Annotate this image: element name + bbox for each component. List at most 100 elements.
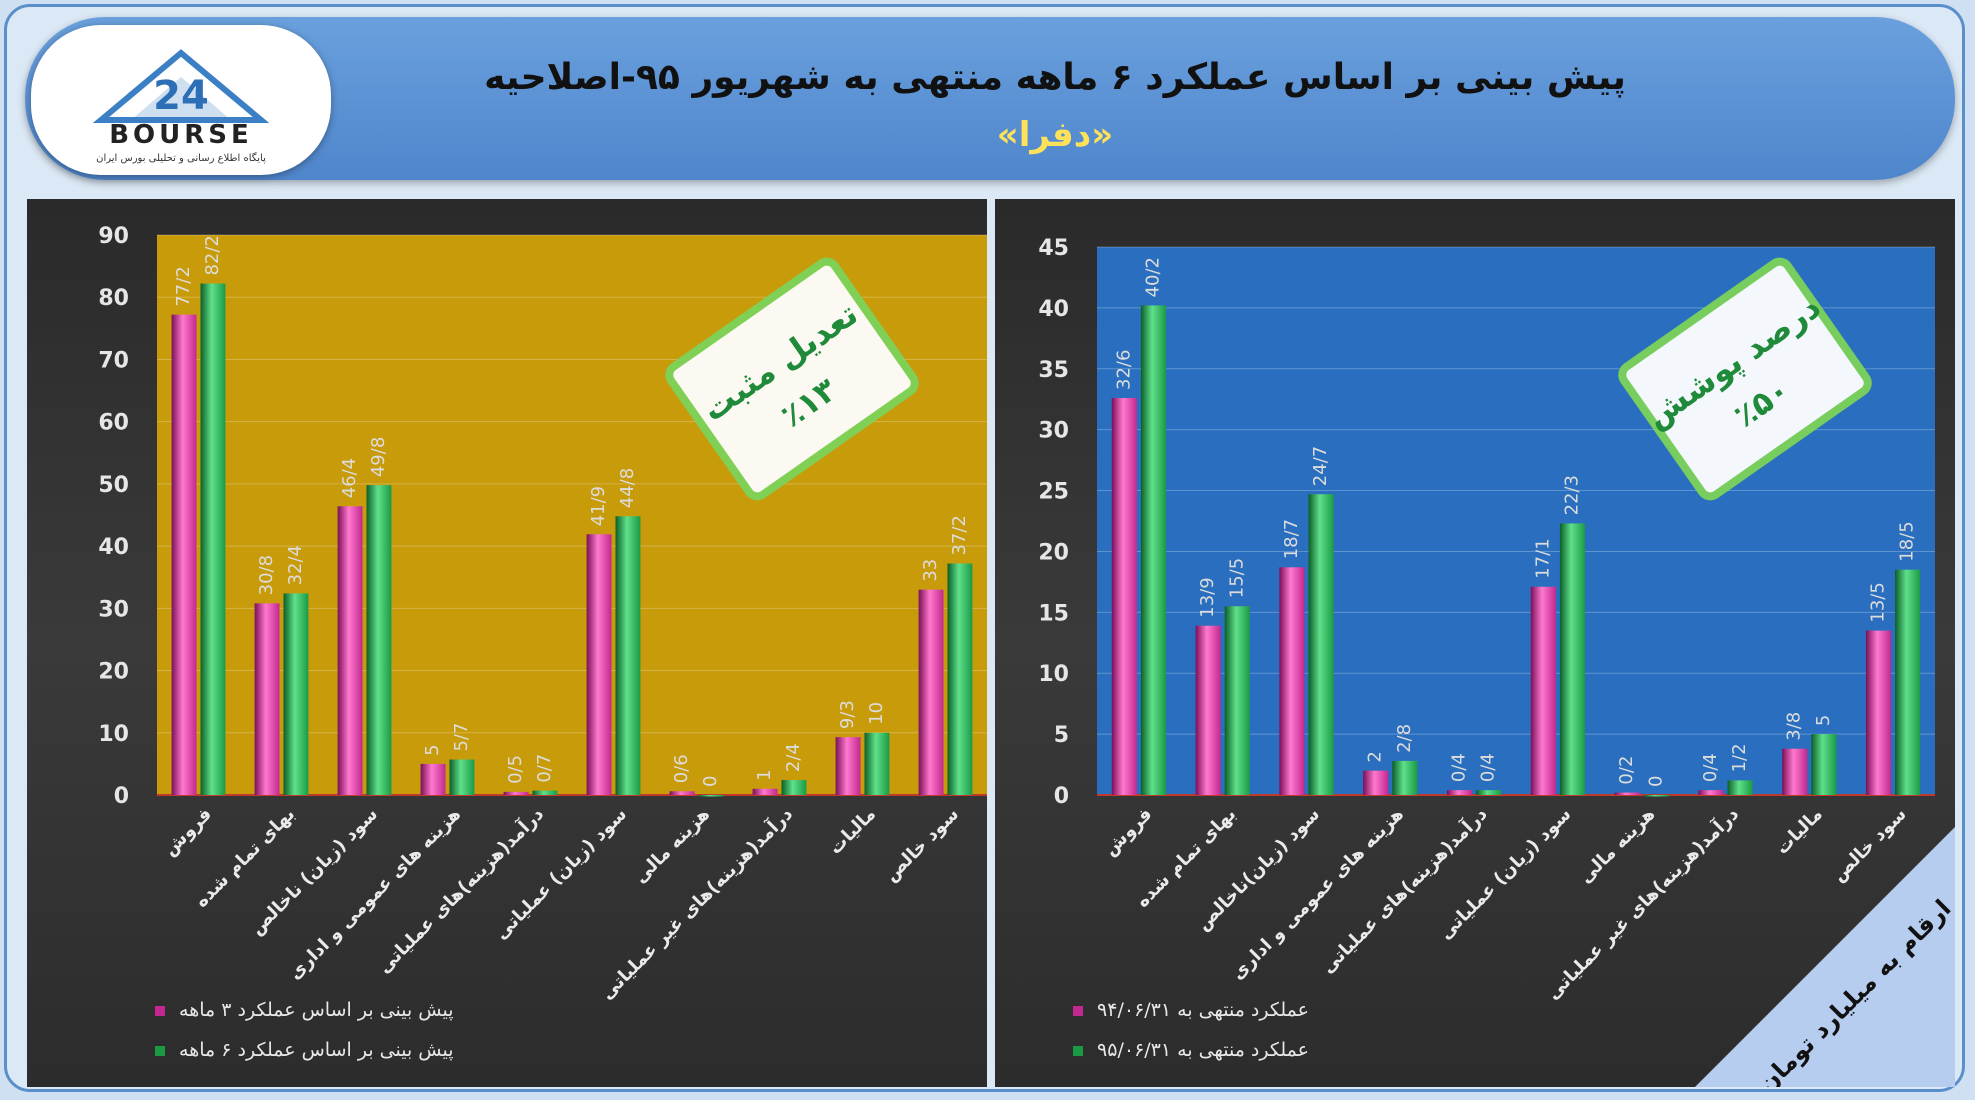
data-label: 0/2 xyxy=(1616,756,1637,785)
bourse24-logo: 24 BOURSE پایگاه اطلاع رسانی و تحلیلی بو… xyxy=(31,25,331,175)
left-legend-item-2: پیش بینی بر اساس عملکرد ۶ ماهه xyxy=(155,1039,454,1061)
data-label: 5 xyxy=(1813,715,1834,726)
header-banner: پیش بینی بر اساس عملکرد ۶ ماهه منتهی به … xyxy=(25,17,1955,180)
badge: تعدیل مثبت٪۱۳ xyxy=(665,257,919,501)
legend-label: عملکرد منتهی به ۹۴/۰۶/۳۱ xyxy=(1097,999,1309,1021)
data-label: 2/8 xyxy=(1394,724,1415,753)
bar-series-1 xyxy=(1865,630,1892,795)
data-label: 0/4 xyxy=(1478,753,1499,782)
bar-series-1 xyxy=(918,589,944,795)
bar-series-1 xyxy=(1614,792,1640,795)
y-tick-label: 25 xyxy=(1038,480,1069,505)
legend-swatch-magenta xyxy=(155,1006,165,1016)
data-label: 0/7 xyxy=(534,754,555,783)
left-legend-item-1: پیش بینی بر اساس عملکرد ۳ ماهه xyxy=(155,999,454,1021)
bar-series-2 xyxy=(1895,569,1921,795)
bar-series-1 xyxy=(1530,586,1556,795)
data-label: 32/4 xyxy=(285,545,306,585)
logo-tagline: پایگاه اطلاع رسانی و تحلیلی بورس ایران xyxy=(96,153,266,164)
y-tick-label: 50 xyxy=(98,473,129,498)
data-label: 17/1 xyxy=(1532,538,1553,578)
x-category-label: درآمد(هزینه)های عملیاتی xyxy=(372,802,548,978)
data-label: 9/3 xyxy=(837,700,858,729)
x-category-label: سود خالص xyxy=(881,804,963,886)
y-tick-label: 10 xyxy=(1038,662,1069,687)
bar-series-1 xyxy=(1698,790,1724,795)
data-label: 22/3 xyxy=(1561,475,1582,515)
bar-series-2 xyxy=(864,732,890,795)
y-tick-label: 60 xyxy=(98,411,129,436)
y-tick-label: 40 xyxy=(1038,297,1069,322)
bar-series-1 xyxy=(835,737,861,795)
data-label: 40/2 xyxy=(1142,257,1163,297)
data-label: 2 xyxy=(1365,751,1386,762)
bar-series-2 xyxy=(615,516,641,795)
bar-series-2 xyxy=(449,759,475,795)
y-tick-label: 30 xyxy=(1038,419,1069,444)
legend-swatch-green xyxy=(155,1046,165,1056)
legend-label: پیش بینی بر اساس عملکرد ۶ ماهه xyxy=(179,1039,454,1061)
legend-label: پیش بینی بر اساس عملکرد ۳ ماهه xyxy=(179,999,454,1021)
bar-series-2 xyxy=(781,780,807,795)
legend-label: عملکرد منتهی به ۹۵/۰۶/۳۱ xyxy=(1097,1039,1309,1061)
legend-swatch-green xyxy=(1073,1046,1083,1056)
bar-series-2 xyxy=(532,790,558,795)
data-label: 0/4 xyxy=(1700,753,1721,782)
bar-series-2 xyxy=(366,485,392,795)
data-label: 49/8 xyxy=(368,437,389,477)
bar-series-1 xyxy=(1111,398,1137,795)
data-label: 30/8 xyxy=(256,555,277,595)
data-label: 10 xyxy=(866,702,887,725)
data-label: 3/8 xyxy=(1784,712,1805,741)
x-category-label: فروش xyxy=(159,804,216,861)
bar-series-2 xyxy=(1224,606,1250,795)
bar-series-2 xyxy=(1476,790,1502,795)
data-label: 0 xyxy=(1645,776,1666,787)
x-category-label: درآمد(هزینه)های عملیاتی xyxy=(1316,802,1492,978)
y-tick-label: 40 xyxy=(98,535,129,560)
y-tick-label: 0 xyxy=(1054,784,1069,809)
bar-series-1 xyxy=(752,788,778,795)
data-label: 77/2 xyxy=(173,266,194,306)
data-label: 13/9 xyxy=(1197,577,1218,617)
data-label: 0 xyxy=(700,776,721,787)
y-tick-label: 90 xyxy=(98,224,129,249)
bar-series-2 xyxy=(947,563,973,795)
badge-box xyxy=(665,257,919,501)
bar-series-1 xyxy=(503,791,529,795)
x-category-label: هزینه مالی xyxy=(630,804,714,888)
data-label: 33 xyxy=(920,559,941,582)
bar-series-1 xyxy=(420,763,446,795)
page-frame: پیش بینی بر اساس عملکرد ۶ ماهه منتهی به … xyxy=(4,4,1965,1092)
left-chart-panel: 0 10 20 30 40 50 60 70 80 90 77/2 82/2 فروش 30/8 32/4 ب… xyxy=(27,199,987,1087)
bar-series-2 xyxy=(1559,523,1586,795)
y-tick-label: 45 xyxy=(1038,236,1069,261)
badge-box xyxy=(1618,257,1872,501)
bar-series-2 xyxy=(1727,780,1753,795)
data-label: 1/2 xyxy=(1729,743,1750,772)
bar-series-2 xyxy=(1140,305,1167,795)
y-tick-label: 20 xyxy=(1038,540,1069,565)
logo-name: BOURSE xyxy=(109,120,253,150)
bar-series-1 xyxy=(586,534,612,795)
y-tick-label: 10 xyxy=(98,722,129,747)
bar-series-2 xyxy=(1308,494,1334,795)
data-label: 0/6 xyxy=(671,754,692,783)
y-tick-label: 80 xyxy=(98,286,129,311)
x-category-label: هزینه های عمومی و اداری xyxy=(285,804,465,984)
page-subtitle: «دفرا» xyxy=(996,115,1114,155)
bar-series-1 xyxy=(669,791,695,795)
right-legend-item-1: عملکرد منتهی به ۹۴/۰۶/۳۱ xyxy=(1073,999,1309,1021)
y-tick-label: 20 xyxy=(98,660,129,685)
x-category-label: فروش xyxy=(1100,804,1157,861)
data-label: 44/8 xyxy=(617,468,638,508)
data-label: 46/4 xyxy=(339,458,360,498)
logo-mark-icon xyxy=(92,49,270,123)
data-label: 5/7 xyxy=(451,723,472,752)
y-tick-label: 35 xyxy=(1038,358,1069,383)
data-label: 41/9 xyxy=(588,486,609,526)
data-label: 5 xyxy=(422,744,443,755)
bar-series-2 xyxy=(1643,795,1669,797)
